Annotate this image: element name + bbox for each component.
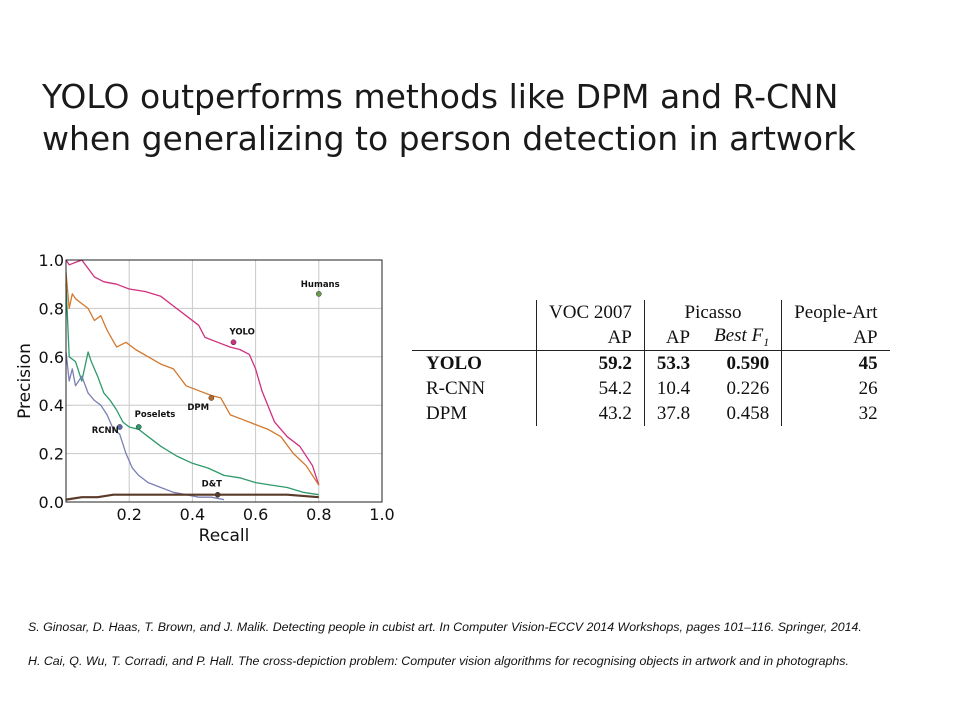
table-row: YOLO 59.2 53.3 0.590 45 [412, 350, 890, 376]
table-row: R-CNN 54.2 10.4 0.226 26 [412, 376, 890, 401]
subheader-people-art-ap: AP [781, 325, 890, 351]
cell-picasso-f1: 0.458 [702, 401, 783, 426]
chart-markers: Humans YOLO DPM Poselets RCNN D&T [92, 280, 340, 498]
y-tick-label: 1.0 [39, 251, 64, 270]
col-header-picasso: Picasso [644, 300, 783, 325]
cell-voc-ap: 54.2 [536, 376, 645, 401]
marker-label-humans: Humans [301, 280, 340, 290]
row-method: YOLO [412, 350, 537, 376]
slide-title: YOLO outperforms methods like DPM and R-… [42, 76, 942, 160]
cell-people-art-ap: 26 [858, 377, 878, 399]
chart-series [65, 259, 320, 501]
chart-ticks: 0.2 0.4 0.6 0.8 1.0 0.0 0.2 0.4 0.6 0.8 1.0 [39, 251, 395, 524]
x-tick-label: 0.2 [116, 505, 141, 524]
y-tick-label: 0.6 [39, 348, 64, 367]
col-header-people-art: People-Art [794, 301, 878, 323]
marker-humans [315, 291, 322, 297]
series-line-yolo [65, 259, 320, 486]
table-row: DPM 43.2 37.8 0.458 32 [412, 401, 890, 426]
table-header-corner [412, 300, 537, 325]
cell-voc-ap: 59.2 [536, 350, 645, 376]
marker-label-poselets: Poselets [135, 410, 176, 420]
references: S. Ginosar, D. Haas, T. Brown, and J. Ma… [28, 619, 933, 687]
series-line-dpm [65, 272, 320, 486]
x-tick-label: 1.0 [369, 505, 394, 524]
series-line-rcnn [65, 351, 225, 501]
col-header-voc2007: VOC 2007 [536, 300, 645, 325]
y-tick-label: 0.0 [39, 493, 64, 512]
cell-voc-ap: 43.2 [536, 401, 645, 426]
cell-picasso-ap: 10.4 [656, 377, 691, 399]
series-line-d-t [65, 493, 319, 501]
cell-picasso-f1: 0.590 [702, 350, 783, 376]
y-tick-label: 0.8 [39, 299, 64, 318]
marker-rcnn [116, 424, 123, 430]
x-axis-label: Recall [199, 526, 250, 546]
cell-people-art-ap: 45 [858, 352, 878, 374]
marker-label-yolo: YOLO [228, 327, 254, 337]
marker-d-t [214, 491, 221, 498]
subheader-picasso-ap: AP [644, 325, 703, 351]
marker-poselets [135, 424, 142, 430]
marker-label-rcnn: RCNN [92, 426, 119, 436]
marker-label-dpm: DPM [187, 403, 209, 413]
y-axis-label: Precision [15, 343, 35, 419]
results-table: VOC 2007 Picasso People-Art AP AP Best F… [412, 300, 890, 426]
marker-dpm [208, 395, 215, 401]
chart-grid [66, 260, 382, 502]
cell-people-art-ap: 32 [858, 402, 878, 424]
x-tick-label: 0.4 [180, 505, 205, 524]
cell-picasso-ap: 53.3 [656, 352, 691, 374]
x-tick-label: 0.6 [243, 505, 268, 524]
cell-picasso-f1: 0.226 [702, 376, 783, 401]
y-tick-label: 0.2 [39, 445, 64, 464]
reference-2: H. Cai, Q. Wu, T. Corradi, and P. Hall. … [28, 654, 849, 668]
x-tick-label: 0.8 [306, 505, 331, 524]
slide-title-line-1: YOLO outperforms methods like DPM and R-… [42, 77, 839, 116]
slide-title-line-2: when generalizing to person detection in… [42, 119, 856, 158]
table-header-row-1: VOC 2007 Picasso People-Art [412, 300, 890, 325]
cell-picasso-ap: 37.8 [656, 402, 691, 424]
marker-label-d-t: D&T [202, 480, 222, 490]
subheader-picasso-f1: Best F1 [702, 325, 783, 351]
row-method: R-CNN [412, 376, 537, 401]
table-header-row-2: AP AP Best F1 AP [412, 325, 890, 351]
reference-1: S. Ginosar, D. Haas, T. Brown, and J. Ma… [28, 620, 862, 634]
marker-yolo [230, 339, 237, 346]
plot-frame [65, 259, 383, 503]
table-subheader-corner [412, 325, 537, 351]
y-tick-label: 0.4 [39, 396, 64, 415]
subheader-voc-ap: AP [536, 325, 645, 351]
row-method: DPM [412, 401, 537, 426]
